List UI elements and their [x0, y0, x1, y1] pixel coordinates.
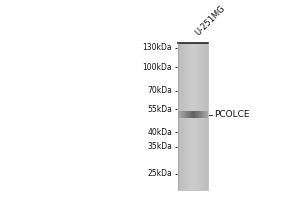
Bar [199, 43, 200, 190]
Bar [183, 111, 184, 118]
Bar [180, 43, 181, 190]
Bar [195, 43, 196, 190]
Bar [191, 43, 192, 190]
Bar [202, 111, 203, 118]
Bar [186, 43, 187, 190]
Bar [200, 111, 201, 118]
Bar [196, 111, 197, 118]
Bar [200, 43, 201, 190]
Bar [190, 43, 191, 190]
Text: 40kDa: 40kDa [147, 128, 172, 137]
Bar [191, 111, 192, 118]
Text: 70kDa: 70kDa [147, 86, 172, 95]
Bar [188, 43, 189, 190]
Bar [194, 111, 195, 118]
Bar [187, 43, 188, 190]
Bar [199, 111, 200, 118]
Bar [179, 43, 180, 190]
Bar [202, 43, 203, 190]
Bar [193, 111, 194, 118]
Bar [198, 111, 199, 118]
Bar [178, 43, 179, 190]
Bar [182, 111, 183, 118]
Text: 130kDa: 130kDa [143, 43, 172, 52]
Bar [194, 43, 195, 190]
Bar [188, 111, 189, 118]
Text: U-251MG: U-251MG [193, 3, 227, 37]
Bar [206, 43, 207, 190]
Bar [207, 111, 208, 118]
Bar [196, 111, 197, 118]
Bar [197, 43, 198, 190]
Text: 25kDa: 25kDa [148, 169, 172, 178]
Bar [201, 43, 202, 190]
Bar [204, 43, 205, 190]
Bar [182, 43, 183, 190]
Text: 35kDa: 35kDa [147, 142, 172, 151]
Bar [207, 43, 208, 190]
Bar [192, 43, 193, 190]
Bar [184, 111, 185, 118]
Bar [180, 111, 181, 118]
Bar [187, 111, 188, 118]
Text: 100kDa: 100kDa [143, 63, 172, 72]
Bar [195, 111, 196, 118]
Bar [186, 111, 187, 118]
Bar [189, 111, 190, 118]
Bar [205, 43, 206, 190]
Bar [179, 111, 180, 118]
Text: 55kDa: 55kDa [147, 105, 172, 114]
Bar [190, 111, 191, 118]
Bar [203, 43, 204, 190]
Bar [183, 43, 184, 190]
Bar [205, 111, 206, 118]
Bar [192, 111, 193, 118]
Bar [196, 43, 197, 190]
Bar [198, 43, 199, 190]
Bar [189, 43, 190, 190]
Bar [178, 111, 179, 118]
Bar [184, 43, 185, 190]
Bar [203, 111, 204, 118]
Bar [206, 111, 207, 118]
Bar [185, 43, 186, 190]
Bar [193, 43, 194, 190]
Bar [204, 111, 205, 118]
Bar [201, 111, 202, 118]
Text: PCOLCE: PCOLCE [214, 110, 249, 119]
Bar [197, 111, 198, 118]
Bar [196, 43, 197, 190]
Bar [181, 111, 182, 118]
Bar [181, 43, 182, 190]
Bar [185, 111, 186, 118]
